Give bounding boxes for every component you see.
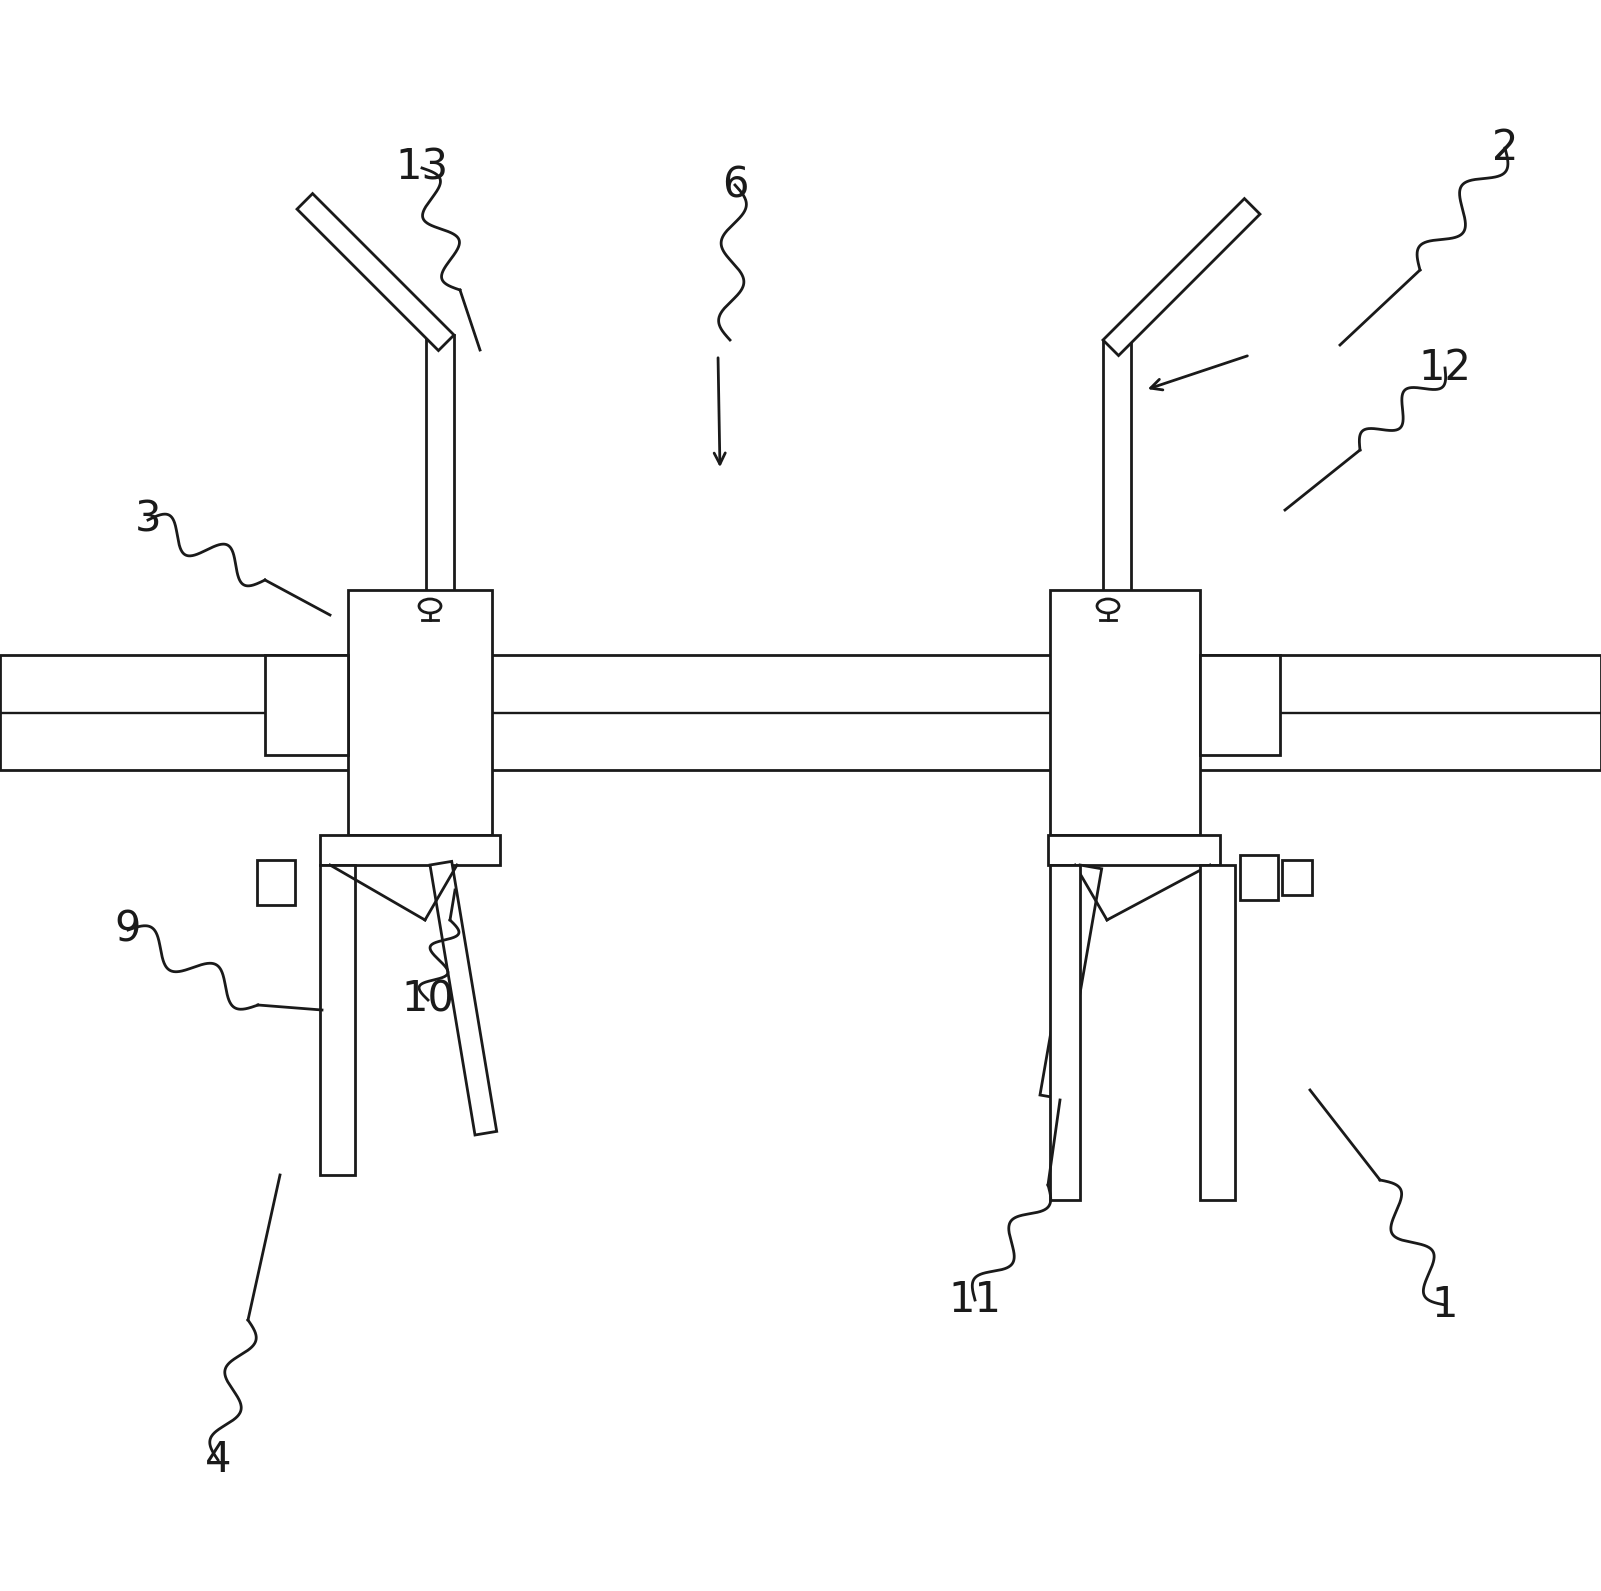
Text: 4: 4 xyxy=(205,1438,231,1481)
Polygon shape xyxy=(1103,199,1260,355)
Ellipse shape xyxy=(1097,598,1119,613)
Text: 12: 12 xyxy=(1418,347,1471,390)
Bar xyxy=(1201,866,1234,1200)
Bar xyxy=(320,866,355,1176)
Text: 3: 3 xyxy=(134,500,162,541)
Bar xyxy=(1049,835,1220,866)
Bar xyxy=(1282,861,1311,896)
Bar xyxy=(1103,340,1130,648)
Bar xyxy=(426,336,455,644)
Polygon shape xyxy=(431,861,496,1134)
Polygon shape xyxy=(1041,866,1101,1099)
Bar xyxy=(1050,590,1201,835)
Text: 2: 2 xyxy=(1492,127,1518,169)
Bar xyxy=(266,655,347,756)
Text: 13: 13 xyxy=(395,146,448,189)
Text: 9: 9 xyxy=(115,908,141,951)
Text: 10: 10 xyxy=(402,978,455,1021)
Polygon shape xyxy=(298,194,455,350)
Text: 11: 11 xyxy=(948,1279,1002,1321)
Bar xyxy=(0,655,1601,770)
Bar xyxy=(1241,854,1278,901)
Bar xyxy=(258,861,295,905)
Bar xyxy=(320,835,500,866)
Bar xyxy=(1201,655,1281,756)
Ellipse shape xyxy=(419,598,440,613)
Bar xyxy=(347,590,492,835)
Bar xyxy=(1050,866,1081,1200)
Text: 1: 1 xyxy=(1431,1284,1459,1325)
Text: 6: 6 xyxy=(722,164,748,205)
